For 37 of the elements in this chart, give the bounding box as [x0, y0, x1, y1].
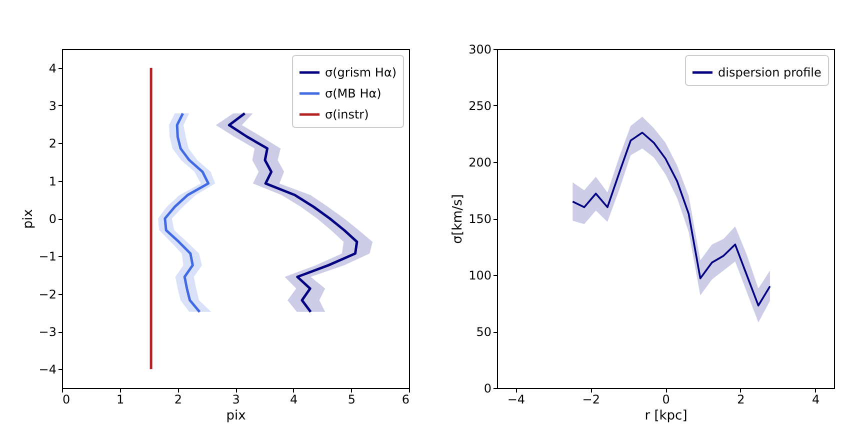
line-series: [572, 132, 771, 306]
y-axis-title: σ[km/s]: [450, 194, 466, 244]
x-tick-label: −2: [582, 392, 600, 406]
x-tick-label: 1: [116, 392, 124, 406]
y-tick-label: 0: [484, 382, 492, 396]
y-tick-label: 200: [468, 156, 492, 170]
y-tick-label: 0: [48, 212, 56, 226]
x-tick-label: 6: [402, 392, 410, 406]
y-tick-label: 300: [468, 42, 492, 56]
legend-label: dispersion profile: [718, 66, 822, 80]
x-tick-label: 2: [174, 392, 182, 406]
y-tick-label: 1: [48, 174, 56, 188]
y-tick-label: 150: [468, 212, 492, 226]
x-tick-label: 0: [662, 392, 670, 406]
legend-label: σ(grism Hα): [325, 66, 397, 80]
x-tick-label: 2: [737, 392, 745, 406]
y-tick-label: 3: [48, 99, 56, 113]
y-tick-label: 4: [48, 61, 56, 76]
y-tick-label: 250: [468, 99, 492, 113]
y-tick-label: 2: [48, 136, 56, 151]
legend-label: σ(instr): [325, 108, 369, 122]
y-tick-label: 50: [476, 325, 492, 339]
y-tick-label: −1: [38, 250, 56, 264]
legend-label: σ(MB Hα): [325, 86, 382, 100]
y-tick-label: −4: [38, 362, 56, 377]
x-axis-title: pix: [226, 408, 246, 424]
x-tick-label: −4: [507, 392, 526, 406]
y-tick-label: 100: [468, 268, 492, 282]
x-tick-label: 5: [348, 392, 356, 406]
x-tick-label: 4: [290, 392, 298, 406]
x-tick-label: 3: [232, 392, 240, 406]
y-axis-title: pix: [20, 208, 36, 229]
y-tick-label: −3: [38, 325, 56, 339]
x-axis-title: r [kpc]: [644, 408, 688, 424]
x-tick-label: 4: [812, 392, 820, 406]
y-tick-label: −2: [38, 287, 56, 302]
x-tick-label: 0: [62, 392, 70, 406]
